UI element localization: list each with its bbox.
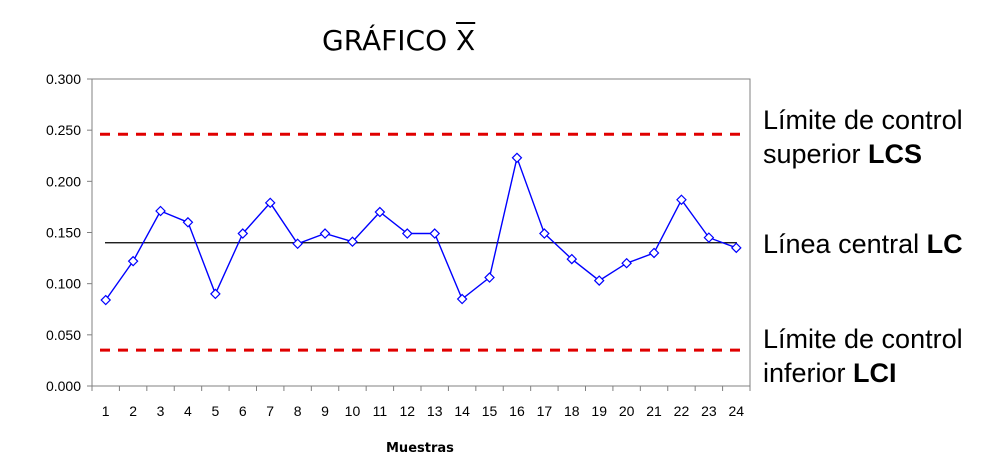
x-tick-label: 22 [674, 403, 690, 419]
plot-area [91, 78, 751, 387]
x-axis-label: Muestras [386, 441, 454, 456]
x-tick-label: 20 [619, 403, 635, 419]
data-point [429, 228, 441, 239]
x-tick-label: 10 [345, 403, 361, 419]
x-tick-label: 21 [646, 403, 662, 419]
x-tick-label: 5 [211, 403, 219, 419]
x-tick-label: 8 [294, 403, 302, 419]
lci-label-text: inferior [763, 358, 854, 388]
data-point [511, 152, 523, 164]
data-point [347, 236, 358, 248]
data-point [127, 255, 139, 267]
y-tick-label: 0.200 [46, 173, 81, 189]
y-tick-label: 0.050 [46, 327, 81, 343]
data-point [401, 228, 413, 239]
x-tick-label: 16 [509, 403, 525, 419]
data-point [676, 194, 687, 206]
y-tick-label: 0.000 [46, 378, 81, 394]
x-tick-label: 14 [454, 403, 470, 419]
data-point [566, 253, 578, 265]
lci-label-line2: inferior LCI [763, 356, 963, 390]
lcs-label-text: superior [763, 139, 869, 169]
x-tick-label: 18 [564, 403, 580, 419]
y-tick-label: 0.300 [46, 71, 81, 87]
data-point [621, 257, 632, 269]
chart-title: GRÁFICO X [322, 24, 475, 64]
data-point [593, 275, 605, 286]
x-tick-label: 11 [373, 403, 388, 419]
lcs-label-abbr: LCS [868, 139, 923, 169]
data-point [292, 238, 303, 250]
chart-title-symbol: X [456, 24, 476, 57]
data-point [100, 294, 112, 306]
data-point [319, 228, 331, 239]
x-tick-label: 6 [239, 403, 247, 419]
x-tick-label: 3 [157, 403, 165, 419]
data-point [237, 228, 249, 239]
x-tick-label: 15 [482, 403, 498, 419]
lcs-label-line1: Límite de control [763, 105, 963, 135]
data-point [456, 293, 468, 305]
data-point [703, 232, 715, 243]
x-tick-label: 9 [321, 403, 329, 419]
x-tick-label: 23 [701, 403, 717, 419]
x-tick-label: 17 [537, 403, 553, 419]
x-tick-label: 13 [427, 403, 443, 419]
x-tick-label: 19 [591, 403, 607, 419]
x-tick-label: 4 [184, 403, 192, 419]
x-tick-label: 2 [129, 403, 137, 419]
data-point [374, 206, 386, 218]
lc-label-abbr: LC [926, 229, 963, 259]
lci-label-line1: Límite de control [763, 324, 963, 354]
data-point [539, 228, 550, 239]
lci-label-abbr: LCI [853, 358, 897, 388]
chart-title-text: GRÁFICO [322, 24, 457, 57]
lc-label: Línea central LC [763, 227, 963, 261]
series-line [105, 155, 737, 301]
x-tick-label: 7 [266, 403, 274, 419]
data-point [182, 216, 194, 228]
data-point [730, 242, 742, 254]
lcs-label: Límite de control superior LCS [763, 103, 963, 171]
y-tick-label: 0.150 [46, 225, 81, 241]
x-tick-label: 1 [102, 403, 110, 419]
data-point [484, 272, 495, 283]
lcs-label-line2: superior LCS [763, 137, 963, 171]
y-tick-label: 0.100 [46, 276, 81, 292]
data-point [264, 197, 276, 209]
lci-label: Límite de control inferior LCI [763, 322, 963, 390]
y-tick-label: 0.250 [46, 122, 81, 138]
data-point [155, 205, 166, 217]
x-tick-label: 24 [729, 403, 745, 419]
lc-label-text: Línea central [763, 229, 927, 259]
data-point [648, 247, 660, 259]
x-tick-label: 12 [400, 403, 416, 419]
data-point [210, 288, 221, 300]
